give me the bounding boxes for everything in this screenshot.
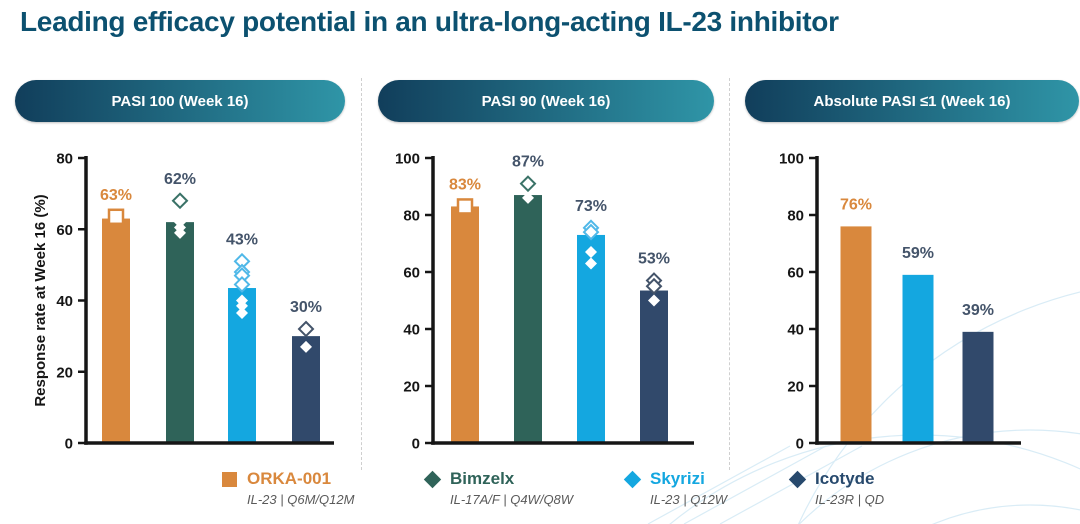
page-title: Leading efficacy potential in an ultra-l… <box>20 6 839 37</box>
bar-orka-001 <box>102 218 130 443</box>
bar-value-label: 63% <box>100 187 132 204</box>
y-tick-label: 0 <box>412 436 420 453</box>
bimzelx-diamond-icon <box>423 470 442 488</box>
scatter-point <box>519 175 537 193</box>
y-tick-label: 20 <box>403 379 420 396</box>
divider-right <box>729 78 730 470</box>
scatter-point <box>300 340 312 353</box>
legend-item-orka001: ORKA-001 IL-23 | Q6M/Q12M <box>222 469 354 507</box>
bar-skyrizi <box>902 274 934 443</box>
y-axis-title: Response rate at Week 16 (%) <box>32 194 49 406</box>
header-pill-absolute-pasi: Absolute PASI ≤1 (Week 16) <box>745 80 1079 122</box>
bar-orka-001 <box>451 206 479 443</box>
legend-item-icotyde: Icotyde IL-23R | QD <box>788 469 885 507</box>
y-tick-label: 40 <box>787 322 804 339</box>
bar-value-label: 87% <box>512 154 544 171</box>
chart-absolute-pasi: 76% 59% 39% 0 20 40 60 80 100 <box>779 151 1021 453</box>
divider-left <box>361 78 362 470</box>
bar-value-label: 73% <box>575 198 607 215</box>
y-tick-label: 60 <box>56 222 73 239</box>
legend-name: Bimzelx <box>450 469 515 488</box>
scatter-point <box>645 277 663 295</box>
icotyde-diamond-icon <box>788 470 807 488</box>
scatter-point <box>236 299 248 312</box>
bar-value-label: 39% <box>962 302 994 319</box>
y-tick-label: 60 <box>787 265 804 282</box>
y-tick-label: 20 <box>56 364 73 381</box>
scatter-point <box>233 276 251 293</box>
bar-value-label: 83% <box>449 176 481 193</box>
scatter-point <box>582 223 600 241</box>
bar-bimzelx <box>166 222 194 443</box>
y-tick-label: 80 <box>56 151 73 168</box>
scatter-point <box>456 198 474 215</box>
y-tick-label: 0 <box>796 436 804 453</box>
scatter-point <box>297 320 315 338</box>
chart-pasi90: 83% 87% 73% 53% 0 20 40 60 80 100 <box>395 151 694 453</box>
scatter-point <box>236 306 248 319</box>
scatter-point <box>522 191 534 204</box>
legend-name: Skyrizi <box>650 469 705 488</box>
y-tick-label: 100 <box>779 151 804 168</box>
header-pill-pasi90: PASI 90 (Week 16) <box>378 80 714 122</box>
skyrizi-diamond-icon <box>623 470 642 488</box>
scatter-point <box>585 246 597 259</box>
legend-sub: IL-17A/F | Q4W/Q8W <box>450 492 574 507</box>
legend-sub: IL-23 | Q6M/Q12M <box>247 492 355 507</box>
legend-item-skyrizi: Skyrizi IL-23 | Q12W <box>623 469 728 507</box>
panel-absolute-pasi: Absolute PASI ≤1 (Week 16) <box>745 80 1079 122</box>
bar-icotyde <box>640 290 668 443</box>
legend-sub: IL-23R | QD <box>815 492 885 507</box>
scatter-point <box>107 208 125 226</box>
y-tick-label: 0 <box>65 436 73 453</box>
bar-value-label: 53% <box>638 251 670 268</box>
legend-name: Icotyde <box>815 469 875 488</box>
bar-skyrizi <box>577 234 605 443</box>
bar-icotyde <box>962 331 994 443</box>
header-pill-pasi100: PASI 100 (Week 16) <box>15 80 345 122</box>
bar-value-label: 76% <box>840 196 872 213</box>
y-tick-label: 40 <box>403 322 420 339</box>
bar-value-label: 59% <box>902 245 934 262</box>
bar-orka-001 <box>840 226 872 443</box>
bar-icotyde <box>292 336 320 443</box>
scatter-point <box>585 257 597 270</box>
orka001-square-icon <box>222 471 237 487</box>
panel-pasi90: PASI 90 (Week 16) <box>378 80 714 122</box>
legend-name: ORKA-001 <box>247 469 332 488</box>
chart-pasi100: 63% 62% 43% 30% 0 20 40 60 80 Response rate at We… <box>32 151 334 453</box>
bar-bimzelx <box>514 195 542 443</box>
y-tick-label: 80 <box>403 208 420 225</box>
y-tick-label: 20 <box>787 379 804 396</box>
y-tick-label: 100 <box>395 151 420 168</box>
bar-value-label: 30% <box>290 299 322 316</box>
bar-value-label: 62% <box>164 171 196 188</box>
bar-value-label: 43% <box>226 231 258 248</box>
y-tick-label: 60 <box>403 265 420 282</box>
legend-item-bimzelx: Bimzelx IL-17A/F | Q4W/Q8W <box>423 469 574 507</box>
legend-sub: IL-23 | Q12W <box>650 492 728 507</box>
scatter-point <box>648 294 660 307</box>
panel-pasi100: PASI 100 (Week 16) <box>15 80 345 122</box>
y-tick-label: 40 <box>56 293 73 310</box>
scatter-point <box>171 192 189 210</box>
y-tick-label: 80 <box>787 208 804 225</box>
scatter-point <box>174 226 186 239</box>
